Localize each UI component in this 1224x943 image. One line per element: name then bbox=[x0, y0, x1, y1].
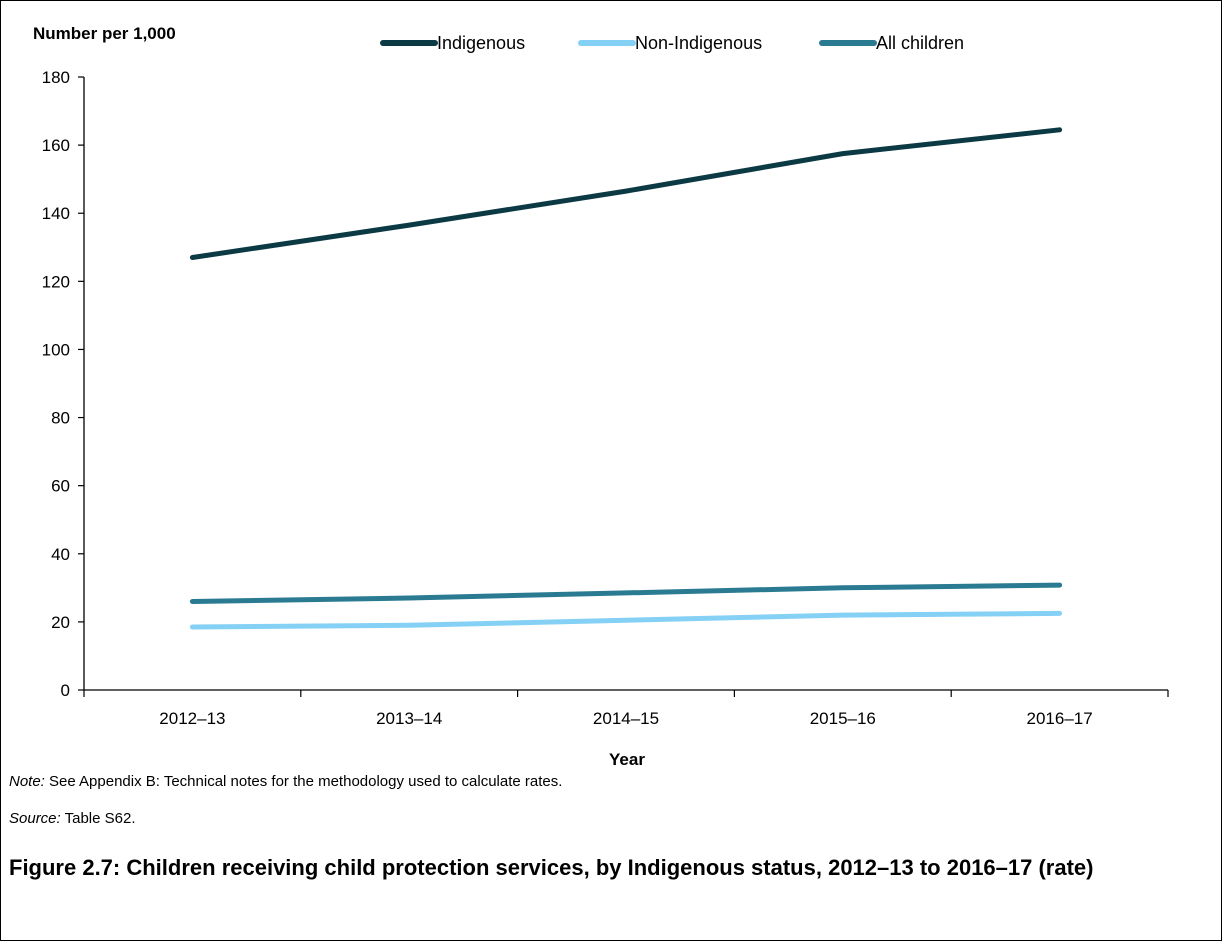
x-tick-label: 2015–16 bbox=[810, 709, 876, 728]
y-tick-label: 100 bbox=[42, 340, 70, 359]
x-axis-title: Year bbox=[609, 750, 645, 769]
x-tick-label: 2014–15 bbox=[593, 709, 659, 728]
source-text: Table S62. bbox=[60, 810, 136, 827]
y-tick-label: 180 bbox=[42, 68, 70, 87]
source-label: Source: bbox=[9, 810, 61, 827]
series-line-indigenous bbox=[189, 127, 1063, 260]
legend: Indigenous Non-Indigenous All children bbox=[380, 33, 964, 53]
axes: 0 20 40 60 80 100 120 140 160 180 2012–13 2013–14 20… bbox=[42, 68, 1169, 728]
source: Source: Table S62. bbox=[9, 810, 135, 827]
y-tick-label: 140 bbox=[42, 204, 70, 223]
legend-label-all-children: All children bbox=[876, 33, 964, 53]
note: Note: See Appendix B: Technical notes fo… bbox=[9, 773, 562, 790]
note-label: Note: bbox=[9, 773, 45, 790]
y-tick-label: 60 bbox=[51, 477, 70, 496]
legend-label-non-indigenous: Non-Indigenous bbox=[635, 33, 762, 53]
y-tick-label: 80 bbox=[51, 409, 70, 428]
y-tick-label: 120 bbox=[42, 272, 70, 291]
line-chart: Number per 1,000 Year Indigenous Non-Indi… bbox=[33, 24, 1169, 769]
series-lines bbox=[189, 127, 1063, 630]
x-tick-label: 2013–14 bbox=[376, 709, 442, 728]
x-tick-label: 2016–17 bbox=[1027, 709, 1093, 728]
legend-label-indigenous: Indigenous bbox=[437, 33, 525, 53]
y-tick-label: 40 bbox=[51, 545, 70, 564]
y-axis-title: Number per 1,000 bbox=[33, 24, 176, 43]
series-line-all-children bbox=[189, 582, 1063, 604]
series-line-non-indigenous bbox=[189, 610, 1063, 630]
x-tick-label: 2012–13 bbox=[159, 709, 225, 728]
y-tick-label: 160 bbox=[42, 136, 70, 155]
figure-caption: Figure 2.7: Children receiving child pro… bbox=[9, 855, 1094, 880]
note-text: See Appendix B: Technical notes for the … bbox=[44, 773, 563, 790]
y-tick-label: 0 bbox=[61, 681, 70, 700]
y-tick-label: 20 bbox=[51, 613, 70, 632]
